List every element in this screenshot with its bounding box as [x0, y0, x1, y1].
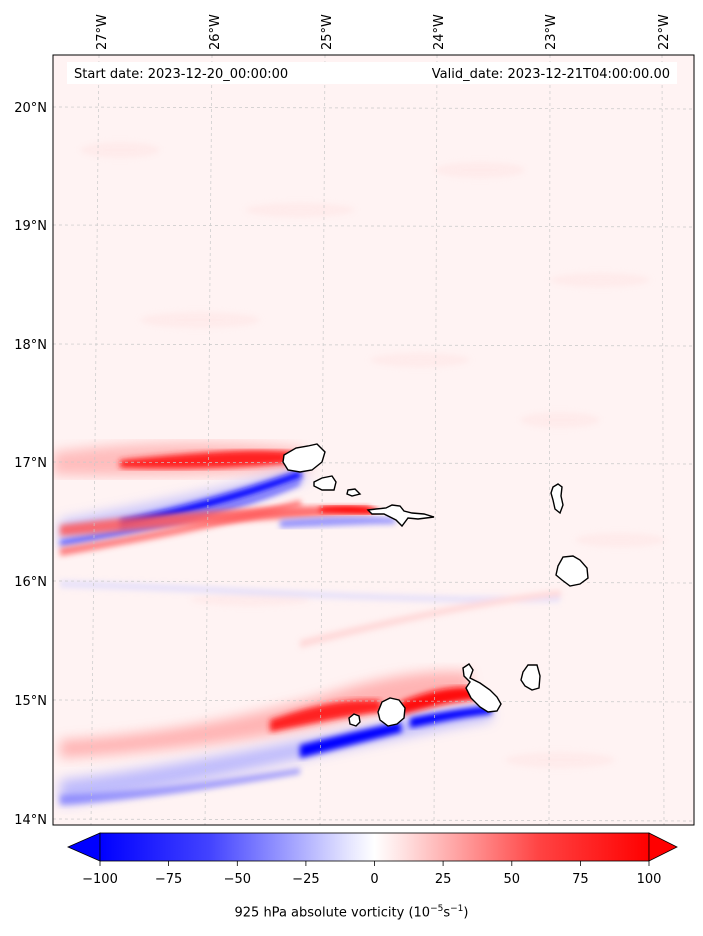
colorbar-tick: −25 — [292, 872, 319, 887]
sao-nicolau-positive-core — [320, 505, 378, 514]
lat-label: 14°N — [14, 813, 47, 828]
colorbar-label: 925 hPa absolute vorticity (10−5s−1) — [0, 904, 703, 920]
lon-label: 25°W — [320, 14, 335, 50]
lon-label: 26°W — [208, 14, 223, 50]
south-wake-positive-east — [400, 687, 482, 716]
island-fogo — [377, 697, 406, 727]
lat-label: 16°N — [14, 575, 47, 590]
lat-label: 20°N — [14, 101, 47, 116]
colorbar-tick: 100 — [637, 872, 662, 887]
north-wake-negative-core — [120, 470, 302, 528]
colorbar-label-exp2: −1 — [450, 904, 464, 914]
island-boa-vista — [555, 555, 589, 587]
island-santa-luzia — [346, 488, 362, 497]
colorbar-extend-max — [648, 832, 678, 862]
lat-label: 15°N — [14, 694, 47, 709]
island-maio — [520, 664, 541, 691]
lat-label: 19°N — [14, 219, 47, 234]
start-date-text: Start date: 2023-12-20_00:00:00 — [74, 67, 288, 82]
lon-label: 27°W — [95, 14, 110, 50]
colorbar: −100 −75 −50 −25 0 25 50 75 100 — [67, 832, 678, 887]
plot-frame — [52, 54, 695, 826]
south-wake-positive-halo — [60, 671, 470, 758]
island-brava — [348, 713, 361, 727]
island-sal — [550, 483, 564, 515]
lat-label: 17°N — [14, 456, 47, 471]
lon-label: 24°W — [432, 14, 447, 50]
sao-nicolau-wake — [60, 505, 395, 536]
sao-nicolau-positive — [60, 505, 372, 536]
background-noise — [80, 142, 665, 768]
colorbar-label-prefix: 925 hPa absolute vorticity (10 — [234, 905, 431, 921]
colorbar-tick: −100 — [82, 872, 118, 887]
colorbar-extend-min — [67, 832, 101, 862]
colorbar-tick: 50 — [504, 872, 521, 887]
lon-tick-labels: 27°W 26°W 25°W 24°W 23°W 22°W — [95, 14, 672, 50]
colorbar-label-suffix: ) — [463, 905, 469, 921]
valid-date-text: Valid_date: 2023-12-21T04:00:00.00 — [432, 67, 670, 82]
island-sao-nicolau — [366, 504, 435, 528]
lat-tick-labels: 20°N 19°N 18°N 17°N 16°N 15°N 14°N — [14, 101, 47, 828]
gridlines — [52, 54, 695, 826]
colorbar-tick: 25 — [435, 872, 452, 887]
info-box — [67, 62, 677, 84]
sao-nicolau-negative — [280, 516, 395, 528]
south-wake-negative-east — [410, 706, 492, 728]
colorbar-tick: 0 — [370, 872, 378, 887]
colorbar-label-exp1: −5 — [430, 904, 444, 914]
south-wake — [60, 671, 492, 805]
lat-label: 18°N — [14, 338, 47, 353]
south-wake-mixed — [60, 768, 300, 805]
island-sao-vicente — [313, 475, 337, 491]
colorbar-body — [99, 832, 650, 862]
islands — [282, 443, 589, 727]
colorbar-tick: −50 — [224, 872, 251, 887]
lon-label: 22°W — [657, 14, 672, 50]
south-wake-positive-core — [270, 699, 382, 732]
south-wake-negative-core — [300, 722, 402, 758]
colorbar-label-mid: s — [443, 905, 451, 921]
lon-label: 23°W — [544, 14, 559, 50]
island-santiago — [462, 663, 502, 713]
island-santo-antao — [282, 443, 326, 473]
colorbar-tick: 75 — [572, 872, 589, 887]
north-wake-positive-core — [120, 450, 300, 469]
colorbar-tick: −75 — [155, 872, 182, 887]
